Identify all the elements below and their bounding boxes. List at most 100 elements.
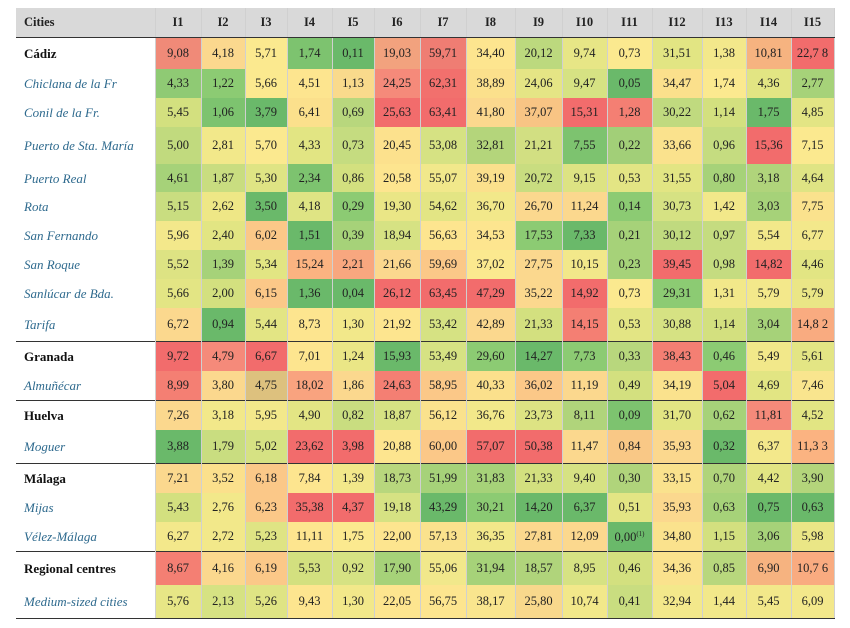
value-cell: 1,14 (702, 98, 747, 127)
value-cell: 2,62 (201, 192, 246, 221)
value-cell: 5,66 (245, 69, 288, 98)
table-row: Sanlúcar de Bda. 5,66 2,00 6,15 1,36 0,04 26,1… (16, 279, 835, 308)
value-cell: 20,58 (374, 164, 421, 192)
value-cell: 20,12 (515, 37, 563, 69)
value-cell: 40,33 (466, 371, 516, 401)
column-header-i1: I1 (155, 8, 202, 38)
value-cell: 5,53 (287, 551, 333, 585)
value-cell: 36,70 (466, 192, 516, 221)
value-cell: 1,22 (201, 69, 246, 98)
value-cell: 2,21 (332, 250, 375, 279)
table-row: Chiclana de la Fr 4,33 1,22 5,66 4,51 1,13 24,… (16, 69, 835, 98)
value-cell: 3,03 (746, 192, 792, 221)
table-row: Regional centres 8,67 4,16 6,19 5,53 0,92 17,9… (16, 551, 835, 585)
city-name: Sanlúcar de Bda. (16, 279, 156, 308)
value-cell: 5,30 (245, 164, 288, 192)
value-cell: 35,93 (652, 493, 703, 522)
value-cell: 2,00 (201, 279, 246, 308)
value-cell: 4,61 (155, 164, 202, 192)
city-name: Cádiz (16, 37, 156, 69)
value-cell: 15,36 (746, 127, 792, 164)
column-header-i15: I15 (791, 8, 835, 38)
value-cell: 35,93 (652, 430, 703, 464)
value-cell: 2,40 (201, 221, 246, 250)
value-cell: 7,84 (287, 463, 333, 493)
value-cell: 19,03 (374, 37, 421, 69)
value-cell: 36,76 (466, 400, 516, 430)
column-header-i7: I7 (420, 8, 467, 38)
value-cell: 0,51 (607, 493, 653, 522)
value-cell: 4,52 (791, 400, 835, 430)
value-cell: 31,94 (466, 551, 516, 585)
value-cell: 4,16 (201, 551, 246, 585)
city-name: Huelva (16, 400, 156, 430)
column-header-i2: I2 (201, 8, 246, 38)
value-cell: 32,94 (652, 585, 703, 619)
value-cell: 1,42 (702, 192, 747, 221)
value-cell: 57,07 (466, 430, 516, 464)
value-cell: 8,73 (287, 308, 333, 342)
value-cell: 14,82 (746, 250, 792, 279)
value-cell: 1,06 (201, 98, 246, 127)
value-cell: 26,12 (374, 279, 421, 308)
value-cell: 7,75 (791, 192, 835, 221)
column-header-i9: I9 (515, 8, 563, 38)
value-cell: 14,27 (515, 341, 563, 371)
value-cell: 1,87 (201, 164, 246, 192)
value-cell: 31,70 (652, 400, 703, 430)
value-cell: 3,06 (746, 522, 792, 552)
value-cell: 1,13 (332, 69, 375, 98)
value-cell: 34,53 (466, 221, 516, 250)
value-cell: 0,73 (607, 37, 653, 69)
value-cell: 3,50 (245, 192, 288, 221)
value-cell: 1,39 (201, 250, 246, 279)
value-cell: 1,79 (201, 430, 246, 464)
value-cell: 10,7 6 (791, 551, 835, 585)
value-cell: 0,46 (702, 341, 747, 371)
value-cell: 0,41 (607, 585, 653, 619)
value-cell: 5,45 (155, 98, 202, 127)
value-cell: 15,31 (562, 98, 608, 127)
value-cell: 9,40 (562, 463, 608, 493)
table-row: Puerto Real 4,61 1,87 5,30 2,34 0,86 20,58 55,0… (16, 164, 835, 192)
table-row: Puerto de Sta. María 5,00 2,81 5,70 4,33 0,73… (16, 127, 835, 164)
value-cell: 0,49 (607, 371, 653, 401)
value-cell: 22,05 (374, 585, 421, 619)
table-row: San Fernando 5,96 2,40 6,02 1,51 0,39 18,94 56,… (16, 221, 835, 250)
value-cell: 4,37 (332, 493, 375, 522)
value-cell: 9,08 (155, 37, 202, 69)
city-name: Almuñécar (16, 371, 156, 401)
value-cell: 4,33 (155, 69, 202, 98)
value-cell: 0,63 (791, 493, 835, 522)
value-cell: 7,33 (562, 221, 608, 250)
value-cell: 32,81 (466, 127, 516, 164)
value-cell: 5,54 (746, 221, 792, 250)
value-cell: 5,71 (245, 37, 288, 69)
value-cell: 0,00(1) (607, 522, 653, 552)
value-cell: 0,80 (702, 164, 747, 192)
value-cell: 20,45 (374, 127, 421, 164)
value-cell: 26,70 (515, 192, 563, 221)
city-name: San Roque (16, 250, 156, 279)
value-cell: 6,90 (746, 551, 792, 585)
city-name: Puerto Real (16, 164, 156, 192)
value-cell: 33,66 (652, 127, 703, 164)
value-cell: 34,40 (466, 37, 516, 69)
value-cell: 23,73 (515, 400, 563, 430)
value-cell: 0,46 (607, 551, 653, 585)
column-header-i8: I8 (466, 8, 516, 38)
value-cell: 2,13 (201, 585, 246, 619)
value-cell: 39,19 (466, 164, 516, 192)
value-cell: 35,22 (515, 279, 563, 308)
value-cell: 0,30 (607, 463, 653, 493)
value-cell: 22,7 8 (791, 37, 835, 69)
value-cell: 5,61 (791, 341, 835, 371)
value-cell: 0,86 (332, 164, 375, 192)
table-row: Medium-sized cities 5,76 2,13 5,26 9,43 1,30 2… (16, 585, 835, 619)
value-cell: 0,09 (607, 400, 653, 430)
value-cell: 0,21 (607, 221, 653, 250)
value-cell: 1,86 (332, 371, 375, 401)
value-cell: 7,01 (287, 341, 333, 371)
value-cell: 5,44 (245, 308, 288, 342)
value-cell: 10,74 (562, 585, 608, 619)
